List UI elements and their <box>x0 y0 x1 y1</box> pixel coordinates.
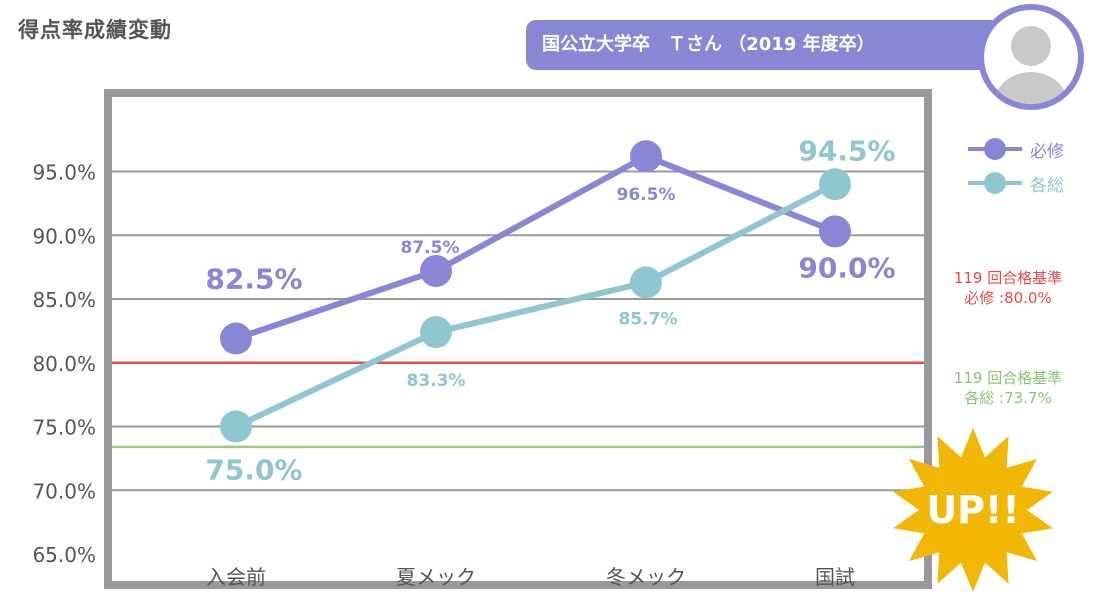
y-tick-label: 85.0% <box>32 288 96 312</box>
data-point <box>420 316 452 349</box>
data-label: 82.5% <box>205 263 302 296</box>
reference-title: 119 回合格基準 <box>953 369 1063 387</box>
data-label: 87.5% <box>401 238 460 258</box>
data-point <box>420 254 452 287</box>
reference-title: 119 回合格基準 <box>953 269 1063 287</box>
burst-shape <box>893 428 1053 592</box>
y-tick-label: 70.0% <box>32 479 96 503</box>
series-line <box>235 153 837 342</box>
y-tick-label: 90.0% <box>32 224 96 248</box>
reference-note-hissyu: 119 回合格基準 必修 :80.0% <box>938 268 1078 308</box>
reference-value: 各総 :73.7% <box>964 389 1052 407</box>
legend-line-dot-icon <box>968 136 1022 162</box>
avatar-icon <box>978 4 1084 110</box>
plot-frame <box>104 89 932 589</box>
y-tick-label: 75.0% <box>32 416 96 440</box>
legend-label: 必修 <box>1030 141 1064 162</box>
data-point <box>220 322 252 355</box>
legend-item-hissyu: 必修 <box>968 136 1064 162</box>
x-tick-label: 夏メック <box>396 565 476 589</box>
data-label: 75.0% <box>205 454 302 487</box>
y-tick-label: 95.0% <box>32 161 96 185</box>
data-point <box>819 215 851 248</box>
data-label: 96.5% <box>617 185 676 205</box>
data-point <box>630 266 662 299</box>
legend-line-dot-icon <box>968 170 1022 196</box>
x-tick-label: 国試 <box>815 565 855 589</box>
burst-text: UP!! <box>926 488 1019 532</box>
reference-value: 必修 :80.0% <box>964 289 1052 307</box>
legend-label: 各総 <box>1030 175 1064 196</box>
x-tick-label: 入会前 <box>206 565 266 589</box>
chart-title: 得点率成績変動 <box>18 18 172 42</box>
x-tick-label: 冬メック <box>606 565 686 589</box>
data-point <box>819 168 851 201</box>
data-label: 85.7% <box>619 309 678 329</box>
reference-note-kakusou: 119 回合格基準 各総 :73.7% <box>938 368 1078 408</box>
data-label: 90.0% <box>798 251 895 284</box>
y-tick-label: 65.0% <box>32 543 96 567</box>
series-line <box>234 181 837 430</box>
y-tick-label: 80.0% <box>32 352 96 376</box>
legend-item-kakusou: 各総 <box>968 170 1064 196</box>
data-label: 94.5% <box>798 134 895 167</box>
data-point <box>220 410 252 443</box>
data-point <box>630 140 662 173</box>
data-label: 83.3% <box>407 371 466 391</box>
up-burst-icon: UP!! <box>893 428 1053 592</box>
student-badge: 国公立大学卒 Ｔさん （2019 年度卒） <box>526 20 1016 70</box>
